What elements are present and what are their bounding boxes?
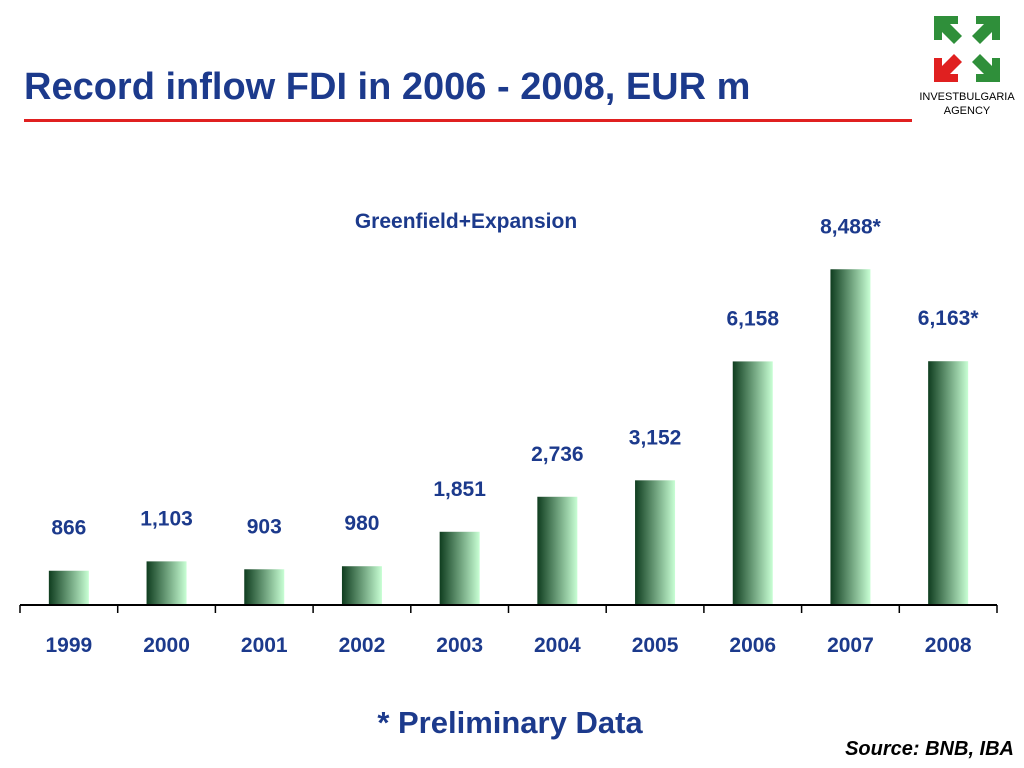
fdi-bar-chart: Greenfield+Expansion 866 1,103 903 980 1,851… — [19, 210, 998, 657]
value-label-1999: 866 — [51, 517, 86, 540]
bar-2003 — [439, 531, 480, 605]
value-label-2002: 980 — [344, 512, 379, 535]
x-tick-label-2000: 2000 — [143, 634, 190, 657]
x-tick-label-2005: 2005 — [632, 634, 679, 657]
x-tick-label-2001: 2001 — [241, 634, 288, 657]
value-label-2003: 1,851 — [433, 478, 486, 501]
x-tick-label-2007: 2007 — [827, 634, 874, 657]
title-underline — [24, 119, 912, 122]
logo-name: INVESTBULGARIA AGENCY — [912, 90, 1022, 118]
logo-arrows-icon — [934, 16, 1000, 82]
chart-annotation: Greenfield+Expansion — [355, 210, 577, 233]
x-tick-label-2003: 2003 — [436, 634, 483, 657]
logo-line-1: INVESTBULGARIA — [919, 91, 1015, 103]
bar-2004 — [537, 496, 578, 605]
preliminary-note: * Preliminary Data — [377, 705, 643, 740]
logo-line-2: AGENCY — [943, 105, 991, 117]
value-label-2000: 1,103 — [140, 507, 193, 530]
x-tick-label-2006: 2006 — [729, 634, 776, 657]
value-label-2007: 8,488* — [820, 215, 882, 238]
bar-2001 — [244, 569, 285, 605]
bar-2005 — [635, 480, 676, 605]
bar-2002 — [341, 566, 382, 605]
value-label-2008: 6,163* — [918, 307, 980, 330]
bar-2000 — [146, 561, 187, 605]
source-note: Source: BNB, IBA — [845, 738, 1014, 760]
value-label-2005: 3,152 — [629, 426, 682, 449]
bar-2007 — [830, 269, 871, 605]
x-tick-label-2008: 2008 — [925, 634, 972, 657]
x-tick-label-2004: 2004 — [534, 634, 581, 657]
value-label-2001: 903 — [247, 515, 282, 538]
x-tick-label-1999: 1999 — [45, 634, 92, 657]
bar-1999 — [48, 570, 89, 605]
value-label-2006: 6,158 — [726, 307, 779, 330]
value-label-2004: 2,736 — [531, 443, 584, 466]
bar-2008 — [928, 361, 969, 605]
investbulgaria-logo: INVESTBULGARIA AGENCY — [912, 12, 1022, 122]
page-title: Record inflow FDI in 2006 - 2008, EUR m — [24, 66, 751, 108]
bar-2006 — [732, 361, 773, 605]
x-tick-label-2002: 2002 — [339, 634, 386, 657]
